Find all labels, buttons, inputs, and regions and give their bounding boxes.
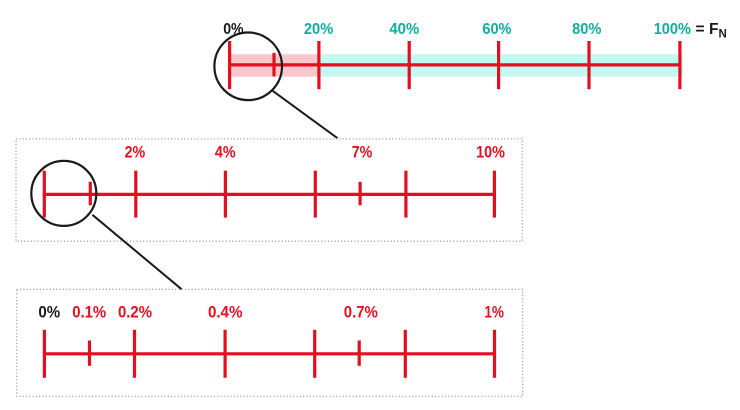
svg-text:1%: 1% [484,304,504,322]
svg-text:60%: 60% [482,21,511,38]
svg-text:10%: 10% [476,144,505,162]
svg-text:= FN: = FN [696,21,727,41]
svg-text:0.7%: 0.7% [344,304,378,322]
svg-text:2%: 2% [125,144,146,162]
svg-text:20%: 20% [304,21,334,38]
svg-text:0.1%: 0.1% [72,304,106,322]
svg-text:0.4%: 0.4% [208,304,243,322]
svg-text:0%: 0% [38,304,60,322]
svg-text:0.2%: 0.2% [118,304,152,322]
svg-text:4%: 4% [215,144,236,162]
svg-text:40%: 40% [389,21,419,38]
svg-text:80%: 80% [572,21,601,38]
svg-text:100%: 100% [654,21,691,38]
svg-text:7%: 7% [352,144,373,162]
